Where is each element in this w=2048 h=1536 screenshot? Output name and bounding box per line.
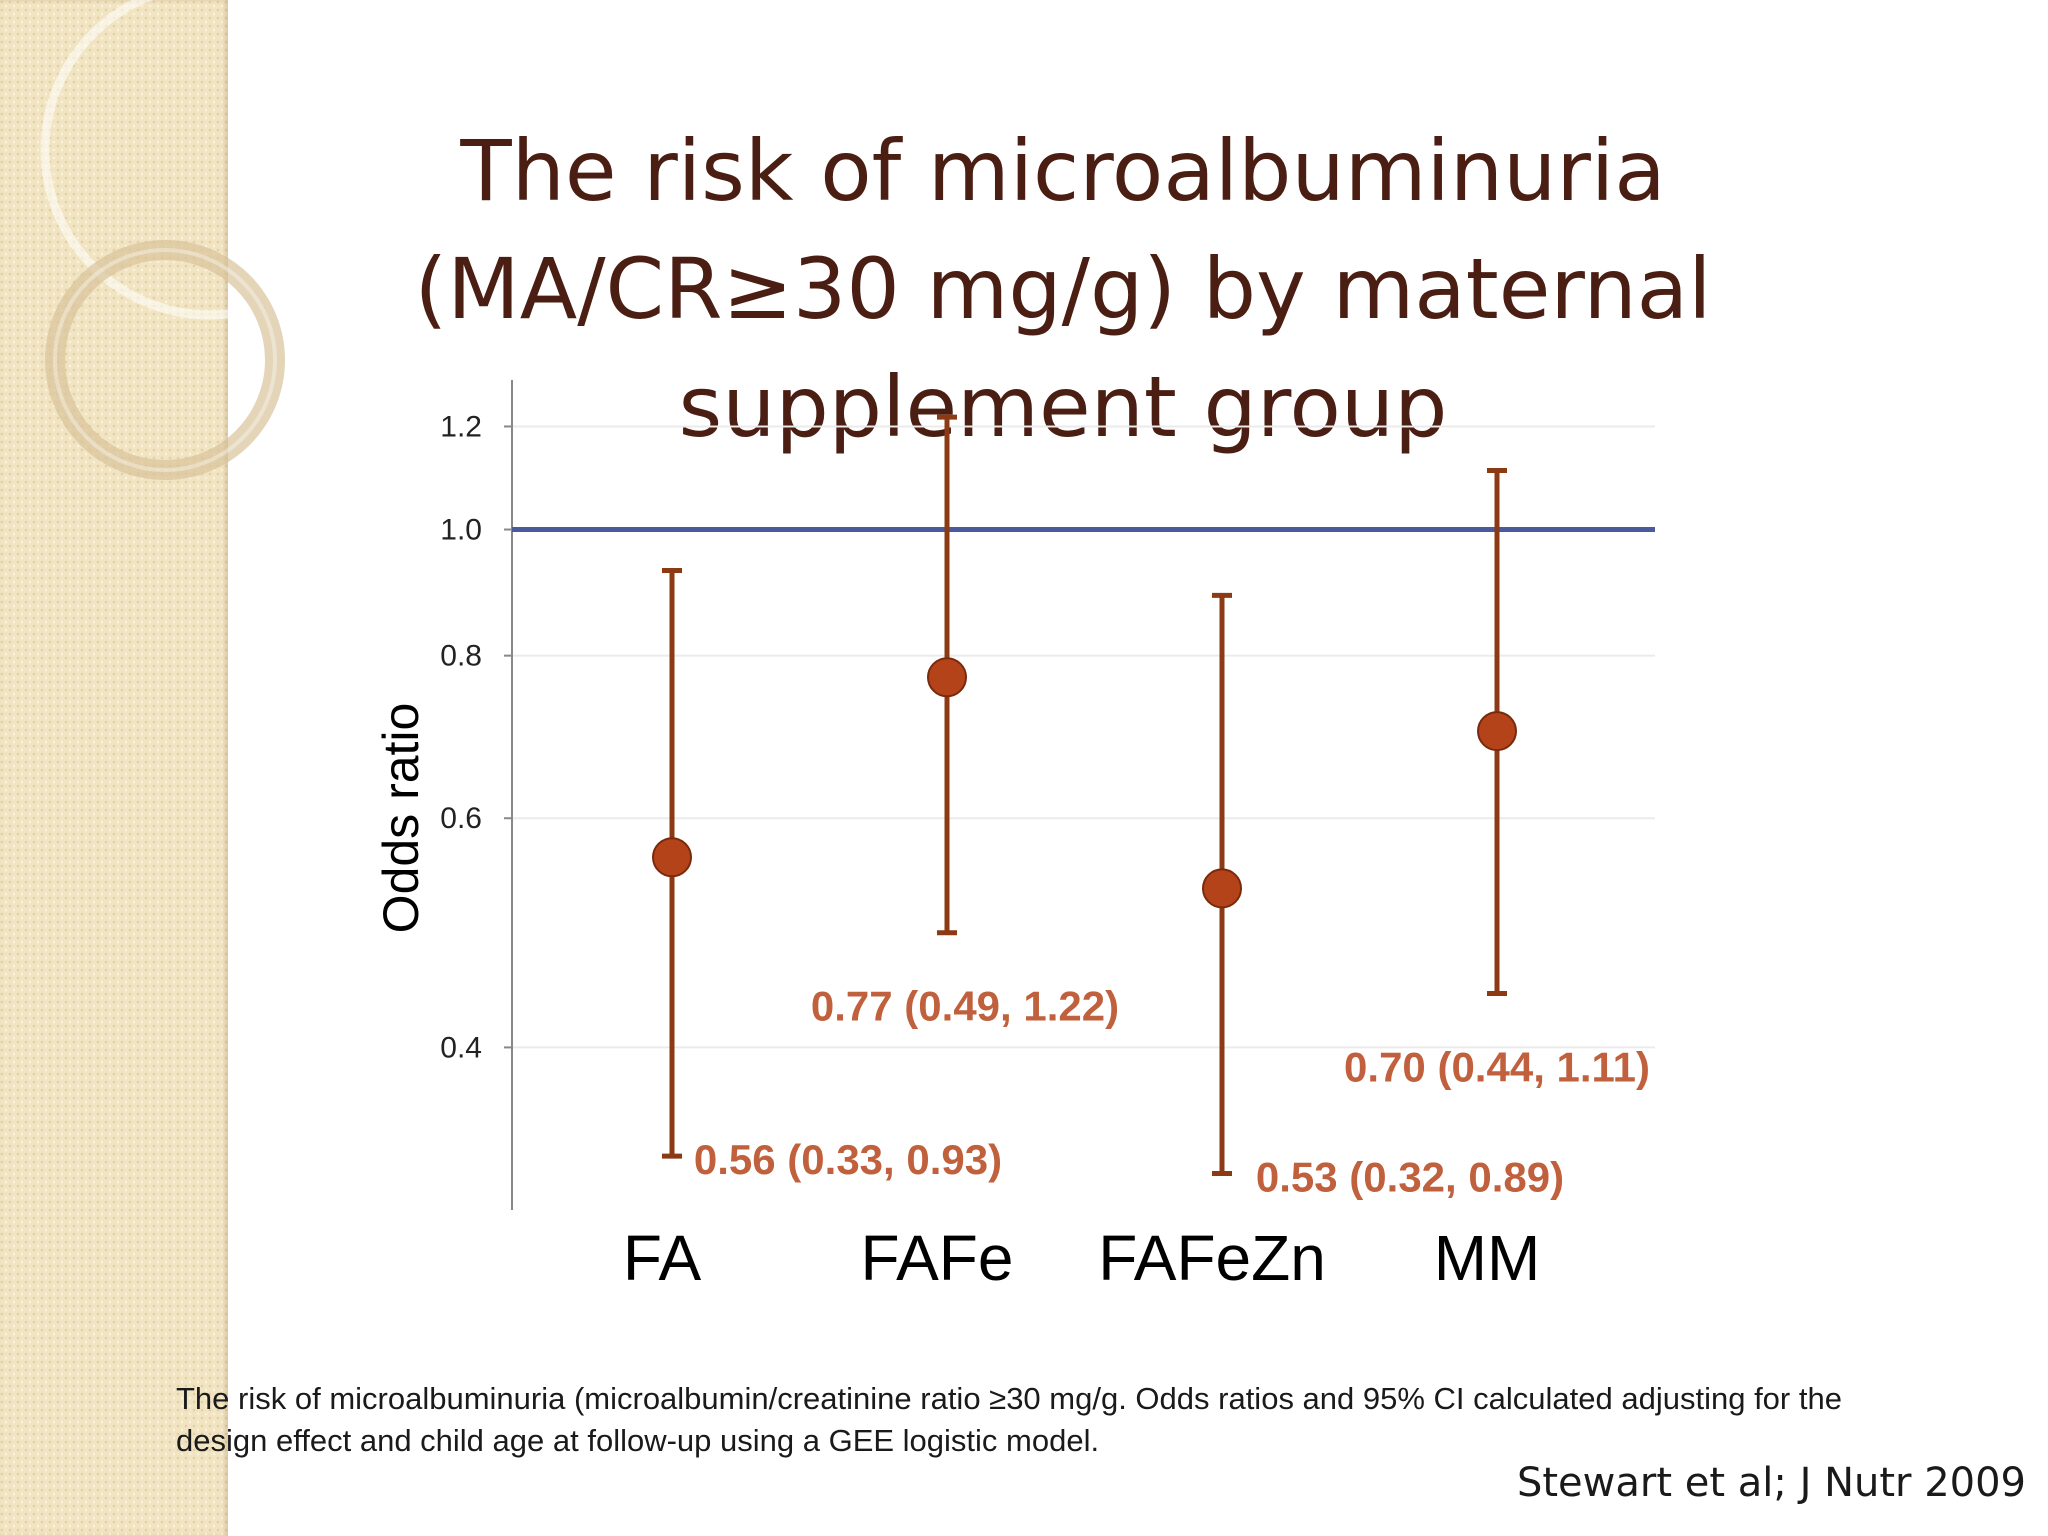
y-axis-title: Odds ratio (373, 703, 429, 934)
x-category-label: MM (1434, 1222, 1541, 1294)
odds-ratio-point (652, 837, 692, 878)
decorative-rings (40, 0, 380, 480)
y-axis-ticks: 0.4 0.6 0.8 1.0 1.2 (440, 410, 512, 1064)
data-marks: 0.56 (0.33, 0.93) 0.77 (0.49, 1.22) 0.53 (… (652, 414, 1650, 1201)
x-category-label: FAFe (861, 1222, 1014, 1294)
x-category-label: FA (623, 1222, 702, 1294)
y-tick-label: 0.4 (440, 1031, 482, 1064)
slide-title: The risk of microalbuminuria (MA/CR≥30 m… (414, 122, 1712, 456)
odds-ratio-point (1202, 868, 1242, 909)
citation: Stewart et al; J Nutr 2009 (1516, 1460, 2026, 1506)
data-label: 0.56 (0.33, 0.93) (694, 1136, 1002, 1183)
data-label: 0.70 (0.44, 1.11) (1344, 1044, 1650, 1091)
x-axis-labels: FA FAFe FAFeZn MM (623, 1222, 1540, 1294)
data-label: 0.53 (0.32, 0.89) (1256, 1154, 1564, 1201)
odds-ratio-point (927, 657, 967, 698)
data-label: 0.77 (0.49, 1.22) (811, 983, 1119, 1030)
y-tick-label: 0.6 (440, 802, 482, 835)
y-tick-label: 1.0 (440, 514, 482, 547)
x-category-label: FAFeZn (1098, 1222, 1326, 1294)
y-tick-label: 0.8 (440, 640, 482, 673)
figure-caption: The risk of microalbuminuria (microalbum… (176, 1381, 1842, 1458)
odds-ratio-point (1477, 711, 1517, 752)
y-tick-label: 1.2 (440, 410, 482, 443)
